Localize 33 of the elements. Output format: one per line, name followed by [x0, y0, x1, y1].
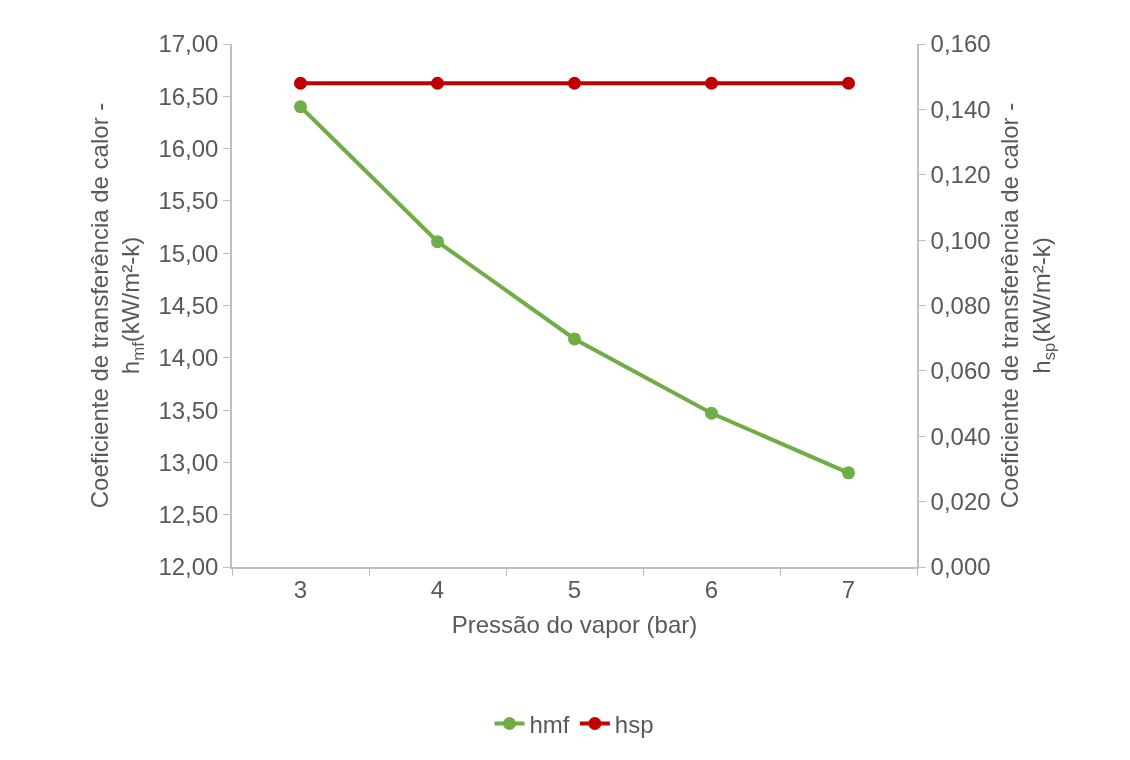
- x-tick-label: 3: [293, 575, 308, 603]
- y-tick-label: 12,00: [158, 553, 219, 581]
- y-tick-label: 16,50: [158, 82, 219, 110]
- y2-tick-label: 0,160: [930, 30, 991, 58]
- y2-tick-label: 0,020: [930, 488, 991, 516]
- y-tick-label: 17,00: [158, 30, 219, 58]
- y-tick-label: 15,00: [158, 239, 219, 267]
- y-tick-label: 15,50: [158, 187, 219, 215]
- y-tick-label: 16,00: [158, 135, 219, 162]
- legend-label: hsp: [614, 710, 654, 738]
- y2-tick-label: 0,080: [930, 291, 991, 319]
- y2-tick-label: 0,120: [930, 161, 991, 189]
- point: [705, 406, 718, 420]
- x-tick-label: 6: [704, 575, 719, 603]
- y-tick-label: 12,50: [158, 501, 219, 529]
- point: [431, 235, 444, 249]
- point: [568, 332, 581, 346]
- x-tick-label: 5: [567, 575, 582, 603]
- y-tick-label: 14,50: [158, 291, 219, 319]
- point: [294, 100, 307, 114]
- x-tick-label: 4: [430, 575, 445, 603]
- y2-tick-label: 0,040: [930, 422, 991, 450]
- legend-label: hmf: [529, 710, 570, 738]
- y-tick-label: 13,50: [158, 396, 219, 424]
- x-tick-label: 7: [841, 575, 856, 603]
- x-axis-title: Pressão do vapor (bar): [451, 611, 698, 639]
- y2-tick-label: 0,100: [930, 226, 991, 254]
- y-tick-label: 13,00: [158, 448, 219, 476]
- y2-tick-label: 0,140: [930, 95, 991, 123]
- y2-tick-label: 0,000: [930, 553, 991, 581]
- y-tick-label: 14,00: [158, 344, 219, 372]
- y2-tick-label: 0,060: [930, 357, 991, 385]
- point: [842, 466, 855, 480]
